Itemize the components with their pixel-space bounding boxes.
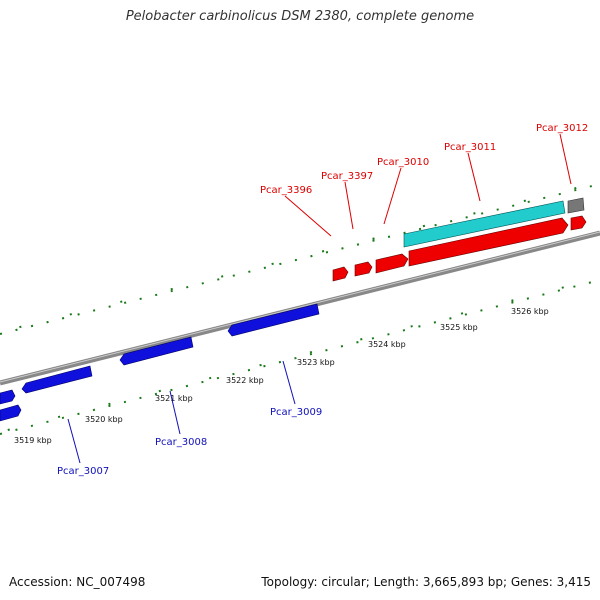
leader-line [169, 390, 181, 435]
map-title: Pelobacter carbinolicus DSM 2380, comple… [125, 9, 475, 24]
other-feature-bar[interactable] [567, 197, 585, 214]
leader-line [559, 133, 572, 185]
gene-label[interactable]: Pcar_3010 [377, 157, 429, 168]
rna-feature-bar[interactable] [403, 200, 566, 248]
scale-label: 3519 kbp [14, 436, 52, 445]
scale-label: 3522 kbp [226, 376, 264, 385]
scale-labels: 3519 kbp 3520 kbp 3521 kbp 3522 kbp 3523… [14, 307, 549, 445]
scale-label: 3520 kbp [85, 415, 123, 424]
gene-arrow-reverse[interactable] [227, 303, 320, 337]
feature-track [403, 197, 585, 248]
gene-arrow-forward[interactable] [408, 217, 569, 267]
scale-label: 3523 kbp [297, 358, 335, 367]
gene-label[interactable]: Pcar_3012 [536, 123, 588, 134]
leader-line [344, 181, 354, 230]
gene-arrow-forward[interactable] [354, 261, 373, 277]
gene-arrow-reverse[interactable] [0, 389, 16, 405]
leader-line [467, 152, 481, 202]
gene-label[interactable]: Pcar_3397 [321, 171, 373, 182]
scale-label: 3521 kbp [155, 394, 193, 403]
gene-label[interactable]: Pcar_3008 [155, 437, 207, 448]
gene-label[interactable]: Pcar_3009 [270, 407, 322, 418]
reverse-gene-labels: Pcar_3007 Pcar_3008 Pcar_3009 [57, 407, 322, 477]
scale-label: 3525 kbp [440, 323, 478, 332]
gene-arrow-forward[interactable] [375, 253, 409, 274]
leader-line [67, 418, 81, 464]
forward-gene-labels: Pcar_3396 Pcar_3397 Pcar_3010 Pcar_3011 … [260, 123, 588, 196]
leader-line [282, 360, 296, 405]
gene-arrow-reverse[interactable] [119, 336, 194, 366]
topology-text: Topology: circular; Length: 3,665,893 bp… [261, 575, 591, 589]
gene-label[interactable]: Pcar_3011 [444, 142, 496, 153]
scale-label: 3526 kbp [511, 307, 549, 316]
gene-arrow-forward[interactable] [570, 215, 587, 231]
forward-gene-leaders [284, 133, 572, 237]
leader-line [383, 167, 402, 225]
reverse-strand-genes [0, 303, 320, 422]
reverse-gene-leaders [67, 360, 296, 464]
backbone-highlight [0, 231, 600, 383]
accession-text: Accession: NC_007498 [9, 575, 146, 589]
leader-line [284, 195, 332, 237]
gene-label[interactable]: Pcar_3396 [260, 185, 312, 196]
gene-label[interactable]: Pcar_3007 [57, 466, 109, 477]
scale-label: 3524 kbp [368, 340, 406, 349]
gene-arrow-forward[interactable] [332, 266, 349, 282]
forward-strand-genes [332, 215, 587, 282]
gene-arrow-reverse[interactable] [0, 404, 22, 422]
gene-arrow-reverse[interactable] [21, 365, 93, 394]
